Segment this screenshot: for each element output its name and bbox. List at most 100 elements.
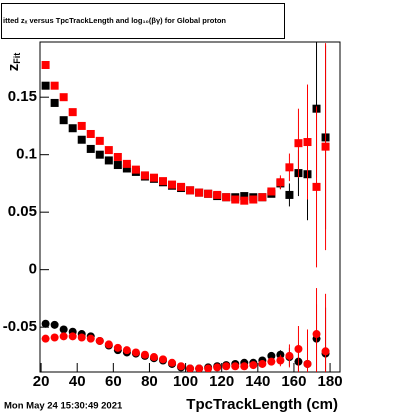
marker-square <box>294 139 303 148</box>
marker-circle <box>204 364 213 372</box>
marker-circle <box>240 362 249 371</box>
y-tick-label: 0 <box>29 261 37 278</box>
marker-circle <box>95 336 104 345</box>
marker-square <box>41 81 50 90</box>
marker-square <box>86 129 95 138</box>
marker-circle <box>158 355 167 364</box>
marker-square <box>204 189 213 198</box>
marker-circle <box>68 332 77 341</box>
marker-square <box>213 190 222 199</box>
marker-square <box>41 60 50 69</box>
marker-circle <box>86 334 95 343</box>
marker-square <box>86 144 95 153</box>
marker-circle <box>312 330 321 339</box>
marker-square <box>95 150 104 159</box>
marker-square <box>77 135 86 144</box>
marker-circle <box>249 361 258 370</box>
marker-square <box>104 146 113 155</box>
marker-circle <box>267 351 276 360</box>
marker-square <box>276 178 285 187</box>
marker-circle <box>258 359 267 368</box>
marker-square <box>258 193 267 202</box>
marker-circle <box>59 325 68 334</box>
marker-square <box>222 193 231 202</box>
marker-circle <box>41 319 50 328</box>
marker-square <box>113 152 122 161</box>
y-axis-label: zFit <box>5 53 22 72</box>
x-tick-label: 120 <box>209 373 234 390</box>
y-tick-label: 0.1 <box>16 146 37 163</box>
marker-circle <box>231 362 240 371</box>
marker-square <box>113 161 122 170</box>
marker-circle <box>113 343 122 352</box>
marker-square <box>140 171 149 180</box>
marker-square <box>158 177 167 186</box>
marker-circle <box>276 356 285 365</box>
marker-circle <box>321 347 330 356</box>
x-axis-label: TpcTrackLength (cm) <box>186 396 338 413</box>
marker-square <box>59 116 68 125</box>
marker-square <box>77 121 86 130</box>
marker-square <box>122 159 131 168</box>
marker-square <box>195 188 204 197</box>
marker-circle <box>285 351 294 360</box>
marker-circle <box>77 333 86 342</box>
marker-square <box>285 163 294 172</box>
marker-circle <box>177 362 186 371</box>
marker-square <box>267 187 276 196</box>
marker-circle <box>104 340 113 349</box>
marker-circle <box>186 364 195 372</box>
marker-square <box>240 196 249 205</box>
marker-square <box>240 192 249 201</box>
marker-square <box>149 173 158 182</box>
x-tick-label: 40 <box>69 373 86 390</box>
marker-square <box>321 142 330 151</box>
marker-circle <box>140 350 149 359</box>
marker-square <box>104 156 113 165</box>
marker-circle <box>122 346 131 355</box>
marker-square <box>50 98 59 107</box>
plot-area <box>41 42 330 372</box>
y-label-sub: Fit <box>12 53 22 64</box>
marker-circle <box>267 357 276 366</box>
chart-title: itted zₓ versus TpcTrackLength and log₁₀… <box>3 16 226 25</box>
marker-circle <box>131 348 140 357</box>
y-label-main: z <box>5 64 22 72</box>
marker-square <box>122 164 131 173</box>
marker-square <box>177 182 186 191</box>
marker-square <box>59 93 68 102</box>
x-tick-label: 100 <box>173 373 198 390</box>
x-tick-label: 140 <box>245 373 270 390</box>
x-tick-label: 60 <box>105 373 122 390</box>
marker-circle <box>59 332 68 341</box>
marker-circle <box>222 362 231 371</box>
marker-circle <box>195 364 204 372</box>
x-tick-label: 20 <box>33 373 50 390</box>
marker-square <box>50 81 59 90</box>
marker-circle <box>50 333 59 342</box>
marker-square <box>303 138 312 147</box>
marker-square <box>285 190 294 199</box>
marker-square <box>131 165 140 174</box>
marker-square <box>168 180 177 189</box>
marker-square <box>231 195 240 204</box>
x-tick-label: 80 <box>141 373 158 390</box>
marker-circle <box>213 363 222 372</box>
marker-square <box>95 136 104 145</box>
marker-circle <box>149 353 158 362</box>
title-box <box>1 3 285 39</box>
y-tick-label: -0.05 <box>3 318 37 335</box>
marker-circle <box>50 320 59 329</box>
x-tick-label: 180 <box>318 373 343 390</box>
y-tick-label: 0.15 <box>8 88 37 105</box>
marker-square <box>186 186 195 195</box>
marker-circle <box>294 345 303 354</box>
marker-circle <box>41 334 50 343</box>
marker-square <box>312 182 321 191</box>
marker-square <box>68 124 77 133</box>
marker-square <box>68 108 77 117</box>
timestamp: Mon May 24 15:30:49 2021 <box>4 401 123 412</box>
